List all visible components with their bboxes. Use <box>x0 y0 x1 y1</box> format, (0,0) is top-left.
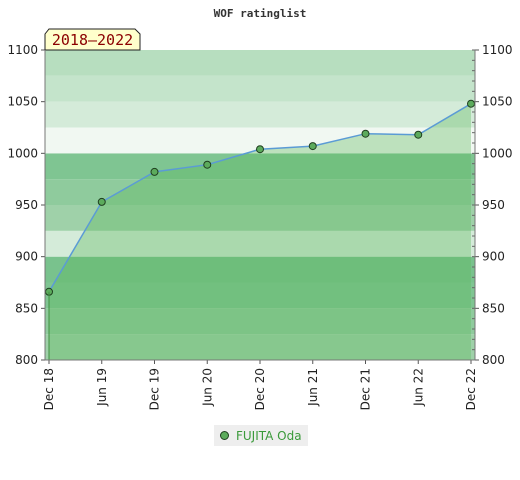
background-band <box>45 308 475 335</box>
data-point <box>467 99 475 108</box>
y-tick-label-left: 900 <box>15 250 38 264</box>
background-bands <box>45 50 475 360</box>
chart-title: WOF ratinglist <box>214 7 307 20</box>
data-point <box>203 160 212 169</box>
legend-marker-icon <box>220 431 229 440</box>
data-point <box>361 129 370 138</box>
background-band <box>45 179 475 205</box>
y-tick-label-left: 1000 <box>7 146 38 160</box>
legend[interactable]: FUJITA Oda <box>214 425 308 446</box>
series-area <box>49 103 471 360</box>
x-tick-label: Dec 20 <box>253 368 267 410</box>
legend-label: FUJITA Oda <box>236 428 302 443</box>
series-points <box>45 99 475 296</box>
x-tick-label: Jun 19 <box>95 368 109 407</box>
data-point <box>308 142 317 151</box>
background-band <box>45 50 475 76</box>
period-label: 2018–2022 <box>52 31 133 49</box>
background-band <box>45 334 475 360</box>
y-tick-label-right: 1050 <box>482 95 513 109</box>
y-tick-label-left: 950 <box>15 198 38 212</box>
data-point <box>414 130 423 139</box>
y-axis-right: 800 850 900 950 1000 1050 1100 <box>475 43 513 367</box>
period-badge: 2018–2022 <box>44 28 141 51</box>
x-tick-label: Jun 21 <box>306 368 320 407</box>
x-tick-label: Jun 22 <box>411 368 425 407</box>
background-band <box>45 75 475 102</box>
background-band <box>45 153 475 180</box>
data-point <box>97 197 106 206</box>
background-band <box>45 205 475 231</box>
y-tick-label-right: 1100 <box>482 43 513 57</box>
y-tick-label-right: 950 <box>482 198 505 212</box>
y-tick-label-right: 800 <box>482 353 505 367</box>
y-tick-label-right: 900 <box>482 250 505 264</box>
x-tick-label: Jun 20 <box>200 368 214 407</box>
x-tick-label: Dec 18 <box>42 368 56 410</box>
x-tick-label: Dec 21 <box>359 368 373 410</box>
y-tick-label-left: 1050 <box>7 95 38 109</box>
y-tick-label-left: 850 <box>15 301 38 315</box>
data-point <box>256 145 264 154</box>
background-band <box>45 230 475 257</box>
y-axis-left: 800 850 900 950 1000 1050 1100 <box>7 43 45 367</box>
background-band <box>45 256 475 283</box>
x-axis: Dec 18 Jun 19 Dec 19 Jun 20 Dec 20 Jun 21 Dec … <box>42 360 478 410</box>
y-tick-label-right: 850 <box>482 301 505 315</box>
background-band <box>45 282 475 309</box>
data-point <box>150 167 159 176</box>
y-tick-label-left: 800 <box>15 353 38 367</box>
x-tick-label: Dec 19 <box>148 368 162 410</box>
y-tick-label-right: 1000 <box>482 146 513 160</box>
x-tick-label: Dec 22 <box>464 368 478 410</box>
y-tick-label-left: 1100 <box>7 43 38 57</box>
background-band <box>45 101 475 128</box>
